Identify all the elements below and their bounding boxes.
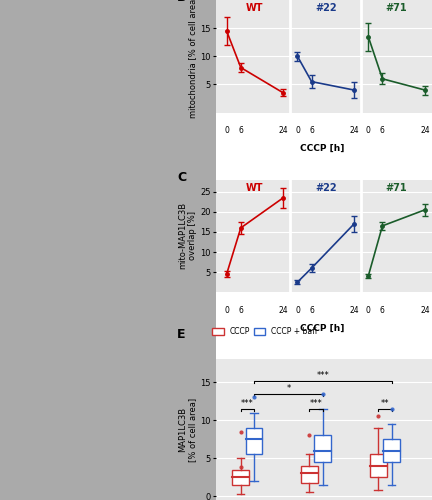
Text: 24: 24 <box>420 126 430 135</box>
Text: CCCP [h]: CCCP [h] <box>300 324 344 332</box>
Text: WT: WT <box>246 4 264 14</box>
Text: **: ** <box>381 400 389 408</box>
Text: *: * <box>286 384 291 393</box>
Bar <box>383 439 400 462</box>
Bar <box>232 470 249 485</box>
Text: 24: 24 <box>349 306 359 314</box>
Text: #71: #71 <box>386 4 407 14</box>
Text: #22: #22 <box>315 183 337 193</box>
Bar <box>246 428 262 454</box>
Text: 24: 24 <box>279 306 288 314</box>
Text: 6: 6 <box>309 126 314 135</box>
Bar <box>301 466 318 482</box>
Text: WT: WT <box>246 183 264 193</box>
Text: 0: 0 <box>366 126 371 135</box>
Text: #71: #71 <box>386 183 407 193</box>
Bar <box>370 454 387 477</box>
Text: 0: 0 <box>295 306 300 314</box>
Text: 6: 6 <box>309 306 314 314</box>
Legend: CCCP, CCCP + bafi: CCCP, CCCP + bafi <box>209 324 321 339</box>
Text: 24: 24 <box>420 306 430 314</box>
Text: 6: 6 <box>238 126 243 135</box>
Text: ***: *** <box>317 371 329 380</box>
Text: 0: 0 <box>224 126 229 135</box>
Text: 0: 0 <box>224 306 229 314</box>
Text: CCCP [h]: CCCP [h] <box>300 144 344 153</box>
Text: B: B <box>177 0 187 4</box>
Text: 0: 0 <box>366 306 371 314</box>
Text: ***: *** <box>310 400 323 408</box>
Text: E: E <box>177 328 186 342</box>
Text: 24: 24 <box>349 126 359 135</box>
Text: ***: *** <box>241 400 254 408</box>
Text: 0: 0 <box>295 126 300 135</box>
Text: 24: 24 <box>279 126 288 135</box>
Text: #22: #22 <box>315 4 337 14</box>
Text: 6: 6 <box>380 126 385 135</box>
Bar <box>314 436 331 462</box>
Text: 6: 6 <box>238 306 243 314</box>
Y-axis label: mito-MAP1LC3B
overlap [%]: mito-MAP1LC3B overlap [%] <box>178 202 197 270</box>
Text: 6: 6 <box>380 306 385 314</box>
Text: C: C <box>177 170 186 183</box>
Y-axis label: MAP1LC3B
[% of cell area]: MAP1LC3B [% of cell area] <box>178 398 197 462</box>
Y-axis label: mitochondria [% of cell area]: mitochondria [% of cell area] <box>188 0 197 118</box>
